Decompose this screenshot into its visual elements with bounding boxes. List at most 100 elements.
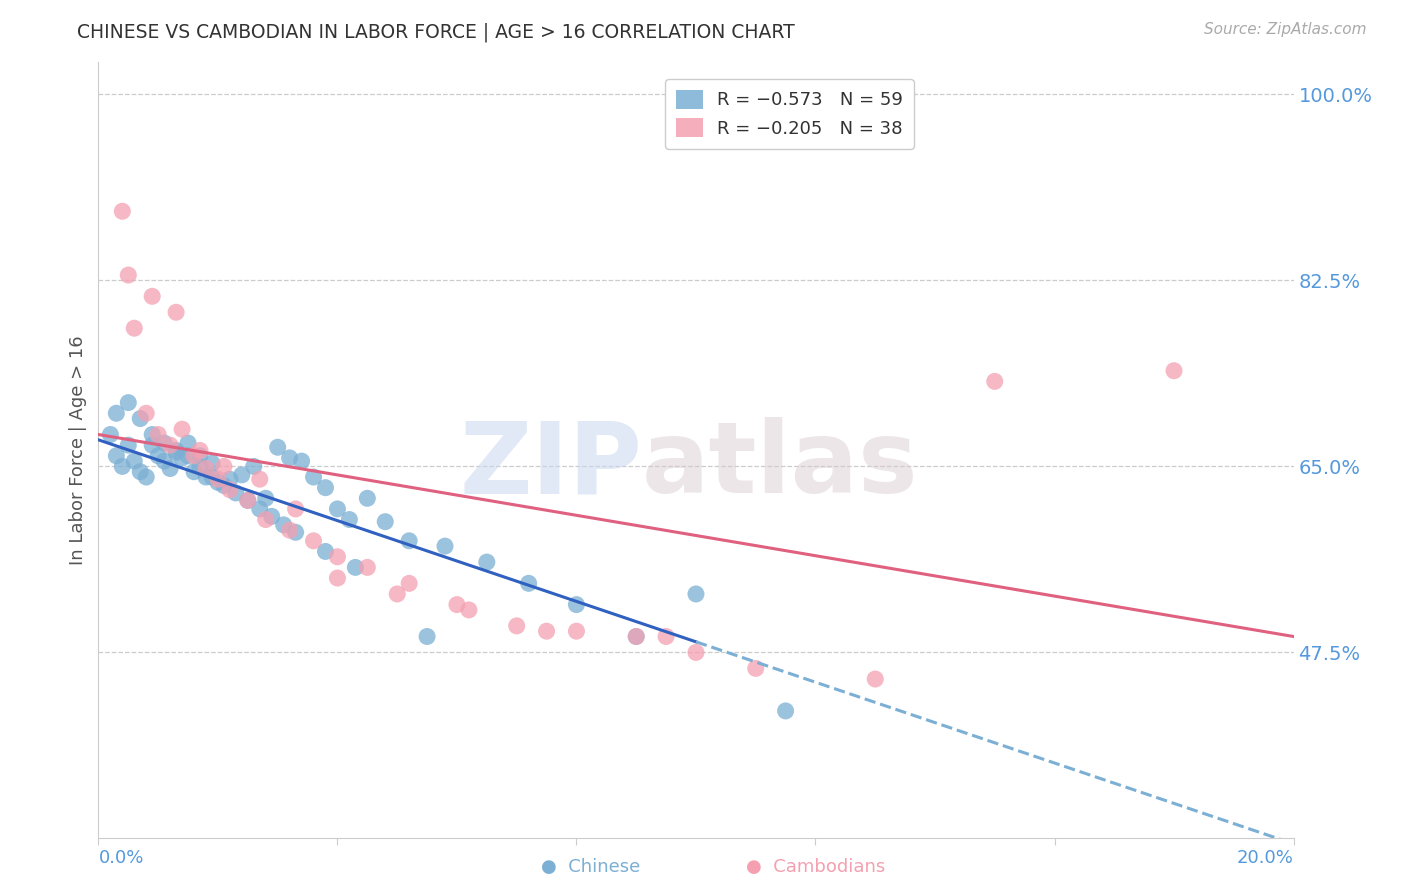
Point xyxy=(236,493,259,508)
Point xyxy=(183,449,205,463)
Point xyxy=(506,619,529,633)
Point xyxy=(148,427,170,442)
Text: ●  Cambodians: ● Cambodians xyxy=(745,858,886,876)
Point xyxy=(626,630,648,644)
Point xyxy=(315,544,337,558)
Point xyxy=(685,587,707,601)
Point xyxy=(267,440,290,454)
Point xyxy=(434,539,457,553)
Point xyxy=(105,449,128,463)
Point xyxy=(111,459,134,474)
Point xyxy=(356,491,378,506)
Point xyxy=(302,470,325,484)
Point xyxy=(117,395,139,409)
Point xyxy=(236,493,259,508)
Point xyxy=(231,467,253,482)
Point xyxy=(385,587,409,601)
Point xyxy=(249,472,271,486)
Point xyxy=(284,502,307,516)
Point xyxy=(278,450,301,465)
Point xyxy=(565,624,588,639)
Text: ZIP: ZIP xyxy=(460,417,643,515)
Text: 0.0%: 0.0% xyxy=(98,849,143,867)
Point xyxy=(124,321,146,335)
Point xyxy=(188,459,211,474)
Point xyxy=(177,436,200,450)
Text: 20.0%: 20.0% xyxy=(1237,849,1294,867)
Point xyxy=(326,502,349,516)
Point xyxy=(201,470,224,484)
Point xyxy=(188,449,211,463)
Point xyxy=(105,406,128,420)
Point xyxy=(626,630,648,644)
Point xyxy=(446,598,468,612)
Point xyxy=(284,525,307,540)
Point xyxy=(172,422,194,436)
Point xyxy=(984,375,1007,389)
Point xyxy=(183,465,205,479)
Point xyxy=(339,512,361,526)
Point xyxy=(201,456,224,470)
Point xyxy=(775,704,797,718)
Point xyxy=(207,475,229,490)
Point xyxy=(326,549,349,564)
Point xyxy=(291,454,314,468)
Point xyxy=(141,427,163,442)
Point xyxy=(165,443,187,458)
Legend: R = −0.573   N = 59, R = −0.205   N = 38: R = −0.573 N = 59, R = −0.205 N = 38 xyxy=(665,79,914,149)
Point xyxy=(260,509,283,524)
Point xyxy=(374,515,396,529)
Point xyxy=(219,483,242,497)
Point xyxy=(165,445,187,459)
Point xyxy=(159,461,181,475)
Point xyxy=(153,436,176,450)
Point xyxy=(302,533,325,548)
Point xyxy=(1163,364,1185,378)
Point xyxy=(148,449,170,463)
Point xyxy=(207,472,229,486)
Point xyxy=(243,459,266,474)
Point xyxy=(536,624,558,639)
Point xyxy=(517,576,540,591)
Point xyxy=(458,603,481,617)
Point xyxy=(315,481,337,495)
Text: ●  Chinese: ● Chinese xyxy=(541,858,640,876)
Point xyxy=(135,470,157,484)
Point xyxy=(745,661,768,675)
Point xyxy=(159,438,181,452)
Point xyxy=(398,576,420,591)
Point xyxy=(398,533,420,548)
Point xyxy=(117,438,139,452)
Point xyxy=(326,571,349,585)
Point xyxy=(129,465,152,479)
Point xyxy=(273,517,295,532)
Point xyxy=(188,443,211,458)
Point xyxy=(153,454,176,468)
Point xyxy=(225,486,247,500)
Point xyxy=(655,630,678,644)
Point xyxy=(278,523,301,537)
Point xyxy=(344,560,367,574)
Point xyxy=(177,449,200,463)
Text: Source: ZipAtlas.com: Source: ZipAtlas.com xyxy=(1204,22,1367,37)
Point xyxy=(135,406,157,420)
Point xyxy=(865,672,887,686)
Point xyxy=(117,268,139,282)
Point xyxy=(141,289,163,303)
Point xyxy=(565,598,588,612)
Point xyxy=(685,645,707,659)
Point xyxy=(98,427,122,442)
Point xyxy=(416,630,439,644)
Point xyxy=(172,450,194,465)
Y-axis label: In Labor Force | Age > 16: In Labor Force | Age > 16 xyxy=(69,335,87,566)
Point xyxy=(165,305,187,319)
Point xyxy=(475,555,498,569)
Text: CHINESE VS CAMBODIAN IN LABOR FORCE | AGE > 16 CORRELATION CHART: CHINESE VS CAMBODIAN IN LABOR FORCE | AG… xyxy=(77,22,794,42)
Point xyxy=(124,454,146,468)
Text: atlas: atlas xyxy=(643,417,918,515)
Point xyxy=(212,478,235,492)
Point xyxy=(254,512,277,526)
Point xyxy=(249,502,271,516)
Point xyxy=(141,438,163,452)
Point xyxy=(195,461,218,475)
